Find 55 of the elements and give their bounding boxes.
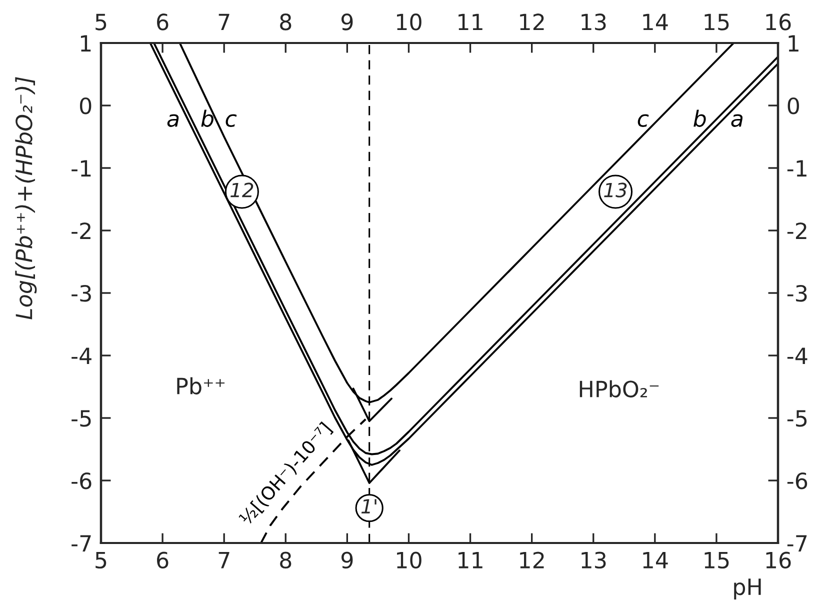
x-tick-label: 13 bbox=[582, 552, 606, 569]
x2-tick-label: 5 bbox=[96, 14, 106, 30]
text: a bbox=[167, 114, 179, 127]
y-tick-label: 1 bbox=[80, 35, 91, 52]
x-tick-label: 16 bbox=[766, 552, 791, 569]
x2-tick-label: 11 bbox=[458, 14, 482, 30]
x-tick-label: 11 bbox=[458, 552, 482, 568]
y-tick-label: -7 bbox=[72, 535, 91, 552]
x-tick-label: 7 bbox=[218, 552, 230, 568]
y-tick-label: -6 bbox=[72, 472, 92, 490]
x2-tick-label: 12 bbox=[520, 14, 544, 30]
x2-tick-label: 8 bbox=[280, 14, 292, 30]
y-tick-label: -4 bbox=[72, 348, 92, 364]
series-label: a bbox=[731, 114, 742, 127]
y2-tick-label: -6 bbox=[787, 472, 808, 490]
y2-tick-label: -3 bbox=[787, 284, 807, 302]
x-tick-label: 9 bbox=[342, 552, 353, 569]
annotation: 13 bbox=[604, 182, 627, 198]
y-tick-label: -3 bbox=[72, 284, 91, 302]
x2-tick-label: 7 bbox=[218, 14, 230, 30]
x-tick-label: 14 bbox=[643, 552, 668, 568]
annotation: HPbO₂⁻ bbox=[580, 380, 659, 398]
y-axis-title: Log[(Pb⁺⁺)+(HPbO₂⁻)] bbox=[15, 77, 37, 320]
text: c bbox=[226, 114, 237, 127]
annotation: 1' bbox=[361, 499, 376, 514]
x-tick-label: 5 bbox=[96, 552, 106, 569]
annotation: 12 bbox=[230, 182, 254, 198]
series-label: b bbox=[694, 110, 706, 127]
x-tick-label: 6 bbox=[157, 552, 168, 569]
y-tick-label: -1 bbox=[72, 160, 91, 176]
x2-tick-label: 14 bbox=[643, 14, 668, 30]
y-tick-label: -2 bbox=[72, 222, 90, 239]
y2-tick-label: -7 bbox=[787, 535, 807, 552]
x-tick-label: 12 bbox=[520, 552, 544, 568]
x2-tick-label: 6 bbox=[157, 14, 168, 30]
x-axis-title: pH bbox=[734, 578, 761, 600]
x-tick-label: 15 bbox=[704, 552, 729, 569]
y2-tick-label: -2 bbox=[787, 222, 806, 239]
y-tick-label: -5 bbox=[72, 410, 91, 427]
annotation: Pb⁺⁺ bbox=[177, 377, 225, 394]
x-tick-label: 8 bbox=[280, 552, 292, 569]
x2-tick-label: 9 bbox=[342, 14, 353, 30]
y2-tick-label: -1 bbox=[787, 160, 806, 176]
x2-tick-label: 10 bbox=[397, 14, 422, 30]
series-label: c bbox=[638, 114, 649, 127]
y2-tick-label: 1 bbox=[788, 35, 798, 52]
x2-tick-label: 13 bbox=[582, 14, 606, 30]
y-tick-label: 0 bbox=[80, 97, 92, 114]
x2-tick-label: 15 bbox=[704, 14, 729, 30]
x2-tick-label: 16 bbox=[766, 14, 791, 30]
y2-tick-label: -4 bbox=[787, 348, 808, 364]
text: b bbox=[201, 110, 214, 127]
y2-tick-label: 0 bbox=[788, 97, 799, 114]
x-tick-label: 10 bbox=[397, 552, 422, 569]
y2-tick-label: -5 bbox=[787, 410, 807, 427]
